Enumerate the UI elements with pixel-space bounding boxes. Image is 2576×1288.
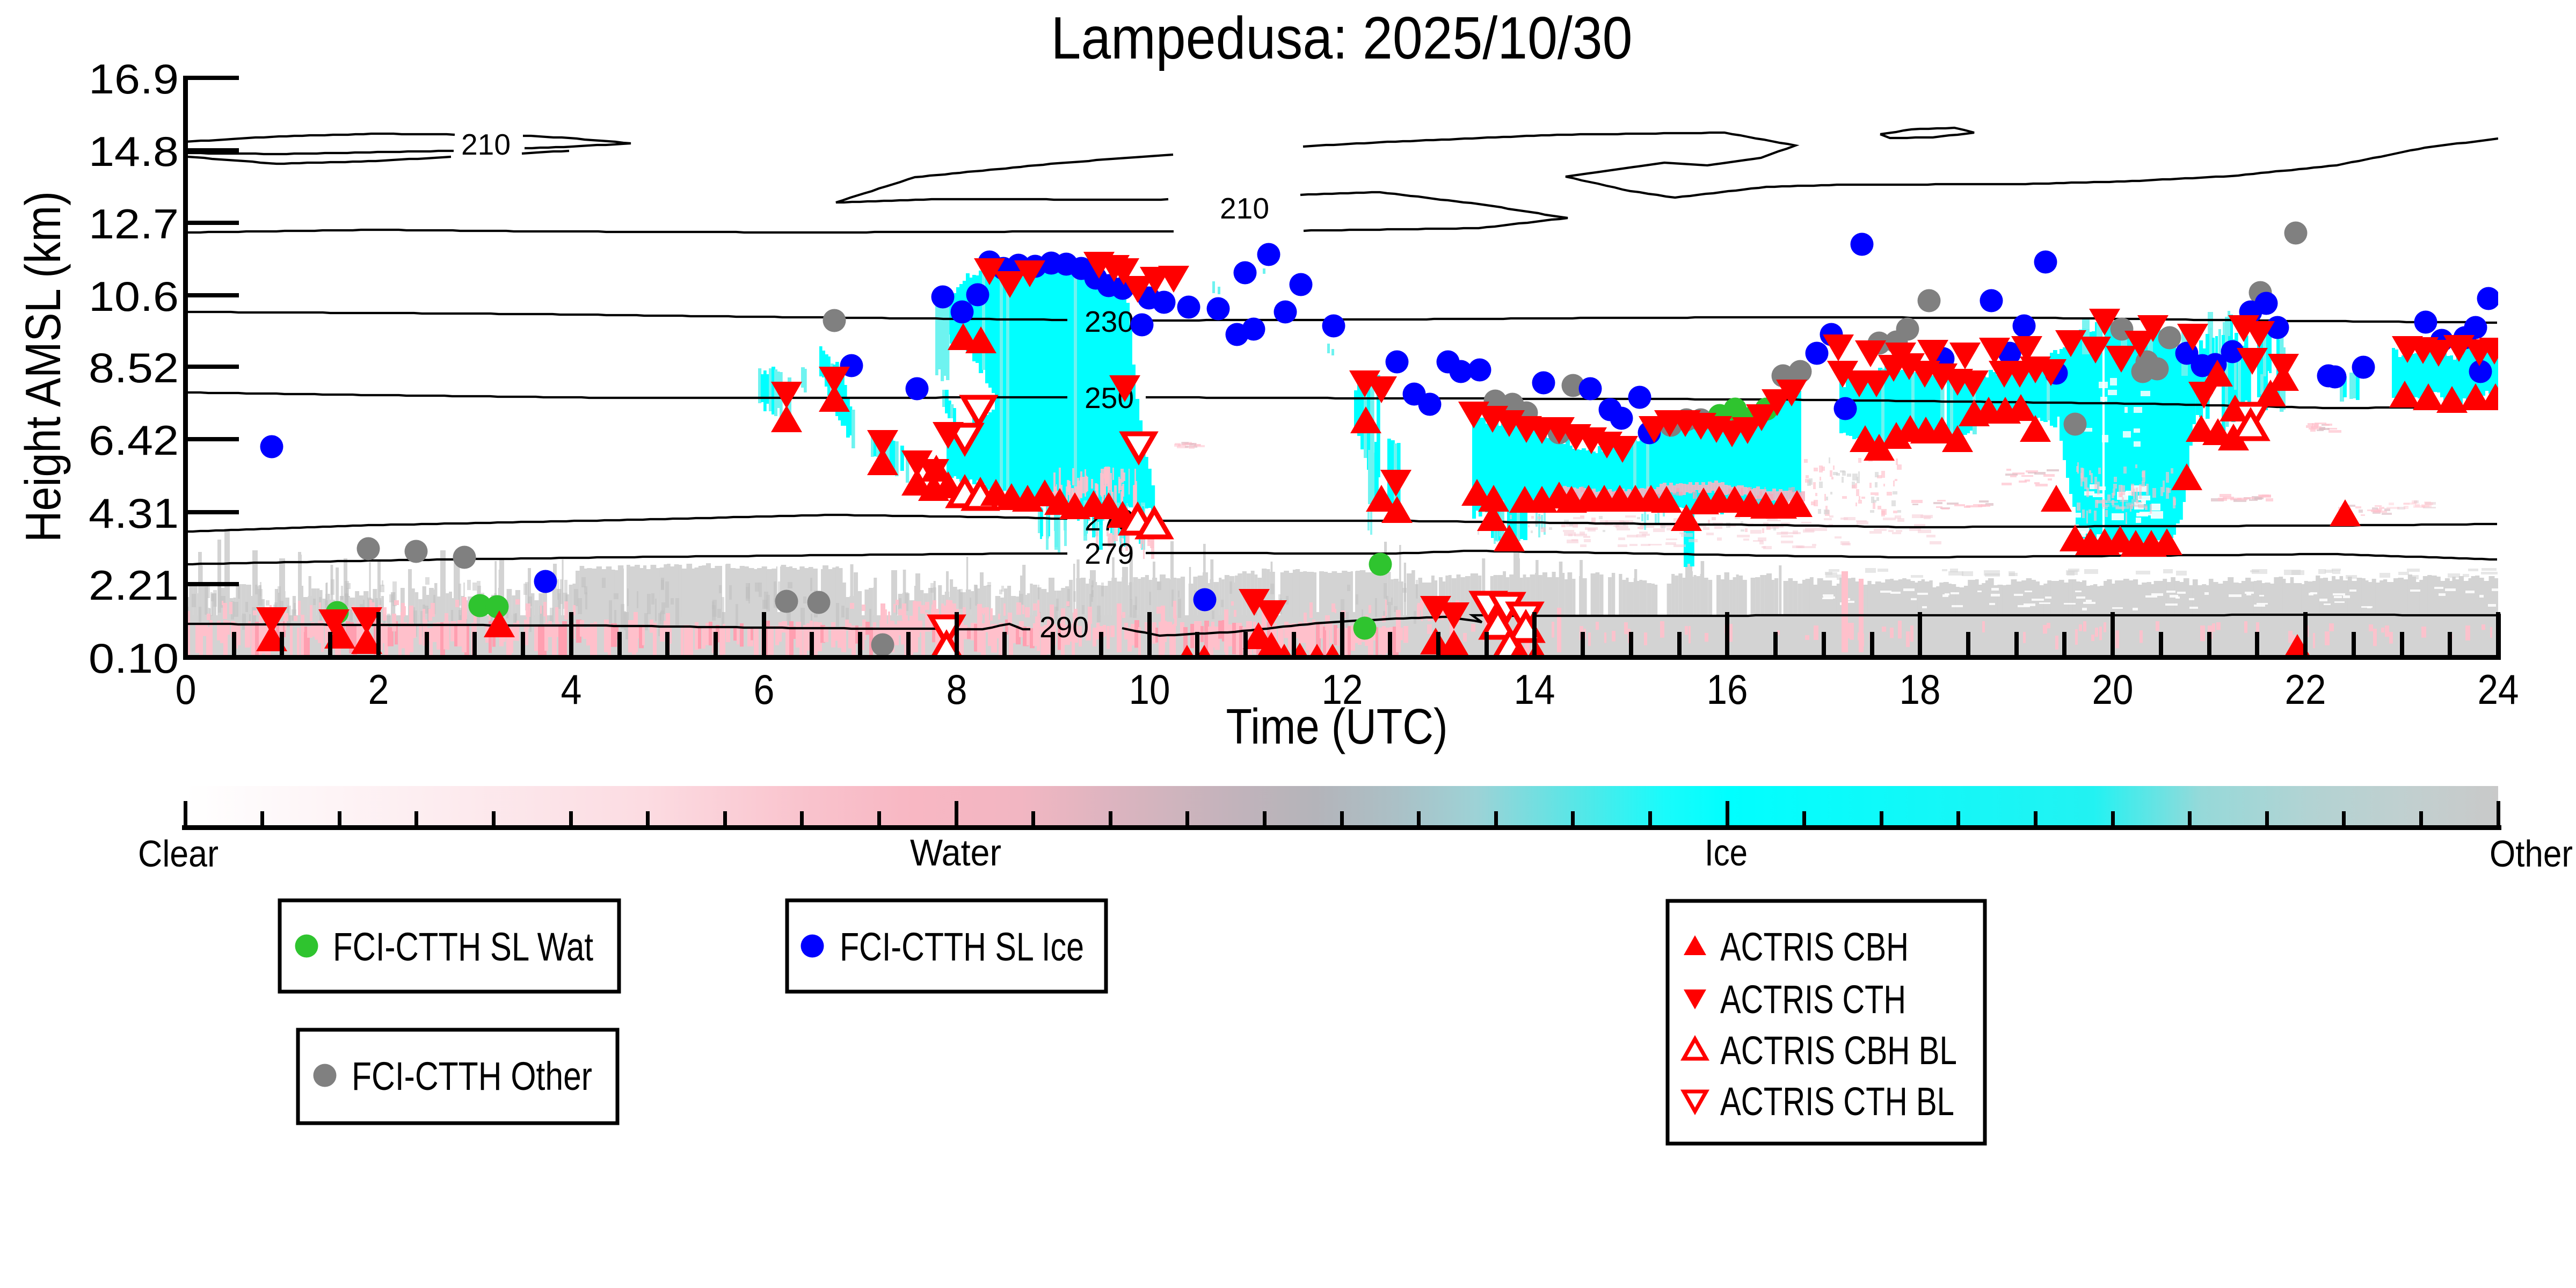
svg-text:210: 210 — [1220, 192, 1269, 225]
svg-text:12: 12 — [1322, 666, 1363, 713]
svg-text:230: 230 — [1085, 305, 1134, 338]
svg-text:290: 290 — [1039, 610, 1089, 644]
svg-text:2: 2 — [368, 666, 389, 713]
svg-text:Water: Water — [910, 832, 1001, 874]
svg-text:6.42: 6.42 — [89, 417, 179, 464]
svg-text:14: 14 — [1514, 666, 1555, 713]
svg-text:16: 16 — [1707, 666, 1748, 713]
svg-text:10: 10 — [1129, 666, 1170, 713]
svg-text:279: 279 — [1085, 537, 1134, 570]
svg-text:ACTRIS CBH BL: ACTRIS CBH BL — [1720, 1028, 1957, 1073]
svg-text:FCI-CTTH SL Ice: FCI-CTTH SL Ice — [840, 925, 1084, 969]
svg-text:Height AMSL (km): Height AMSL (km) — [15, 191, 71, 542]
svg-text:210: 210 — [461, 128, 511, 161]
svg-text:14.8: 14.8 — [89, 128, 179, 175]
svg-text:8: 8 — [947, 666, 967, 713]
svg-text:FCI-CTTH SL Wat: FCI-CTTH SL Wat — [333, 925, 593, 969]
svg-text:6: 6 — [754, 666, 775, 713]
svg-text:ACTRIS CBH: ACTRIS CBH — [1720, 925, 1909, 969]
svg-text:ACTRIS CTH BL: ACTRIS CTH BL — [1720, 1079, 1954, 1124]
svg-text:4: 4 — [561, 666, 582, 713]
svg-text:Lampedusa: 2025/10/30: Lampedusa: 2025/10/30 — [1051, 5, 1633, 71]
svg-text:Time (UTC): Time (UTC) — [1226, 698, 1448, 754]
svg-text:0: 0 — [176, 666, 197, 713]
svg-text:24: 24 — [2478, 666, 2519, 713]
svg-text:Ice: Ice — [1705, 832, 1748, 874]
svg-text:10.6: 10.6 — [89, 273, 179, 320]
svg-text:2.21: 2.21 — [89, 562, 179, 609]
svg-text:ACTRIS CTH: ACTRIS CTH — [1720, 977, 1906, 1022]
svg-text:Clear: Clear — [138, 833, 219, 875]
svg-text:22: 22 — [2285, 666, 2326, 713]
svg-text:20: 20 — [2092, 666, 2134, 713]
svg-text:4.31: 4.31 — [89, 490, 179, 537]
svg-text:12.7: 12.7 — [89, 200, 179, 248]
svg-text:Other: Other — [2490, 833, 2573, 875]
svg-text:8.52: 8.52 — [89, 344, 179, 391]
svg-text:0.10: 0.10 — [89, 635, 179, 682]
svg-text:18: 18 — [1900, 666, 1941, 713]
svg-text:FCI-CTTH Other: FCI-CTTH Other — [352, 1054, 592, 1098]
svg-text:16.9: 16.9 — [89, 55, 179, 103]
